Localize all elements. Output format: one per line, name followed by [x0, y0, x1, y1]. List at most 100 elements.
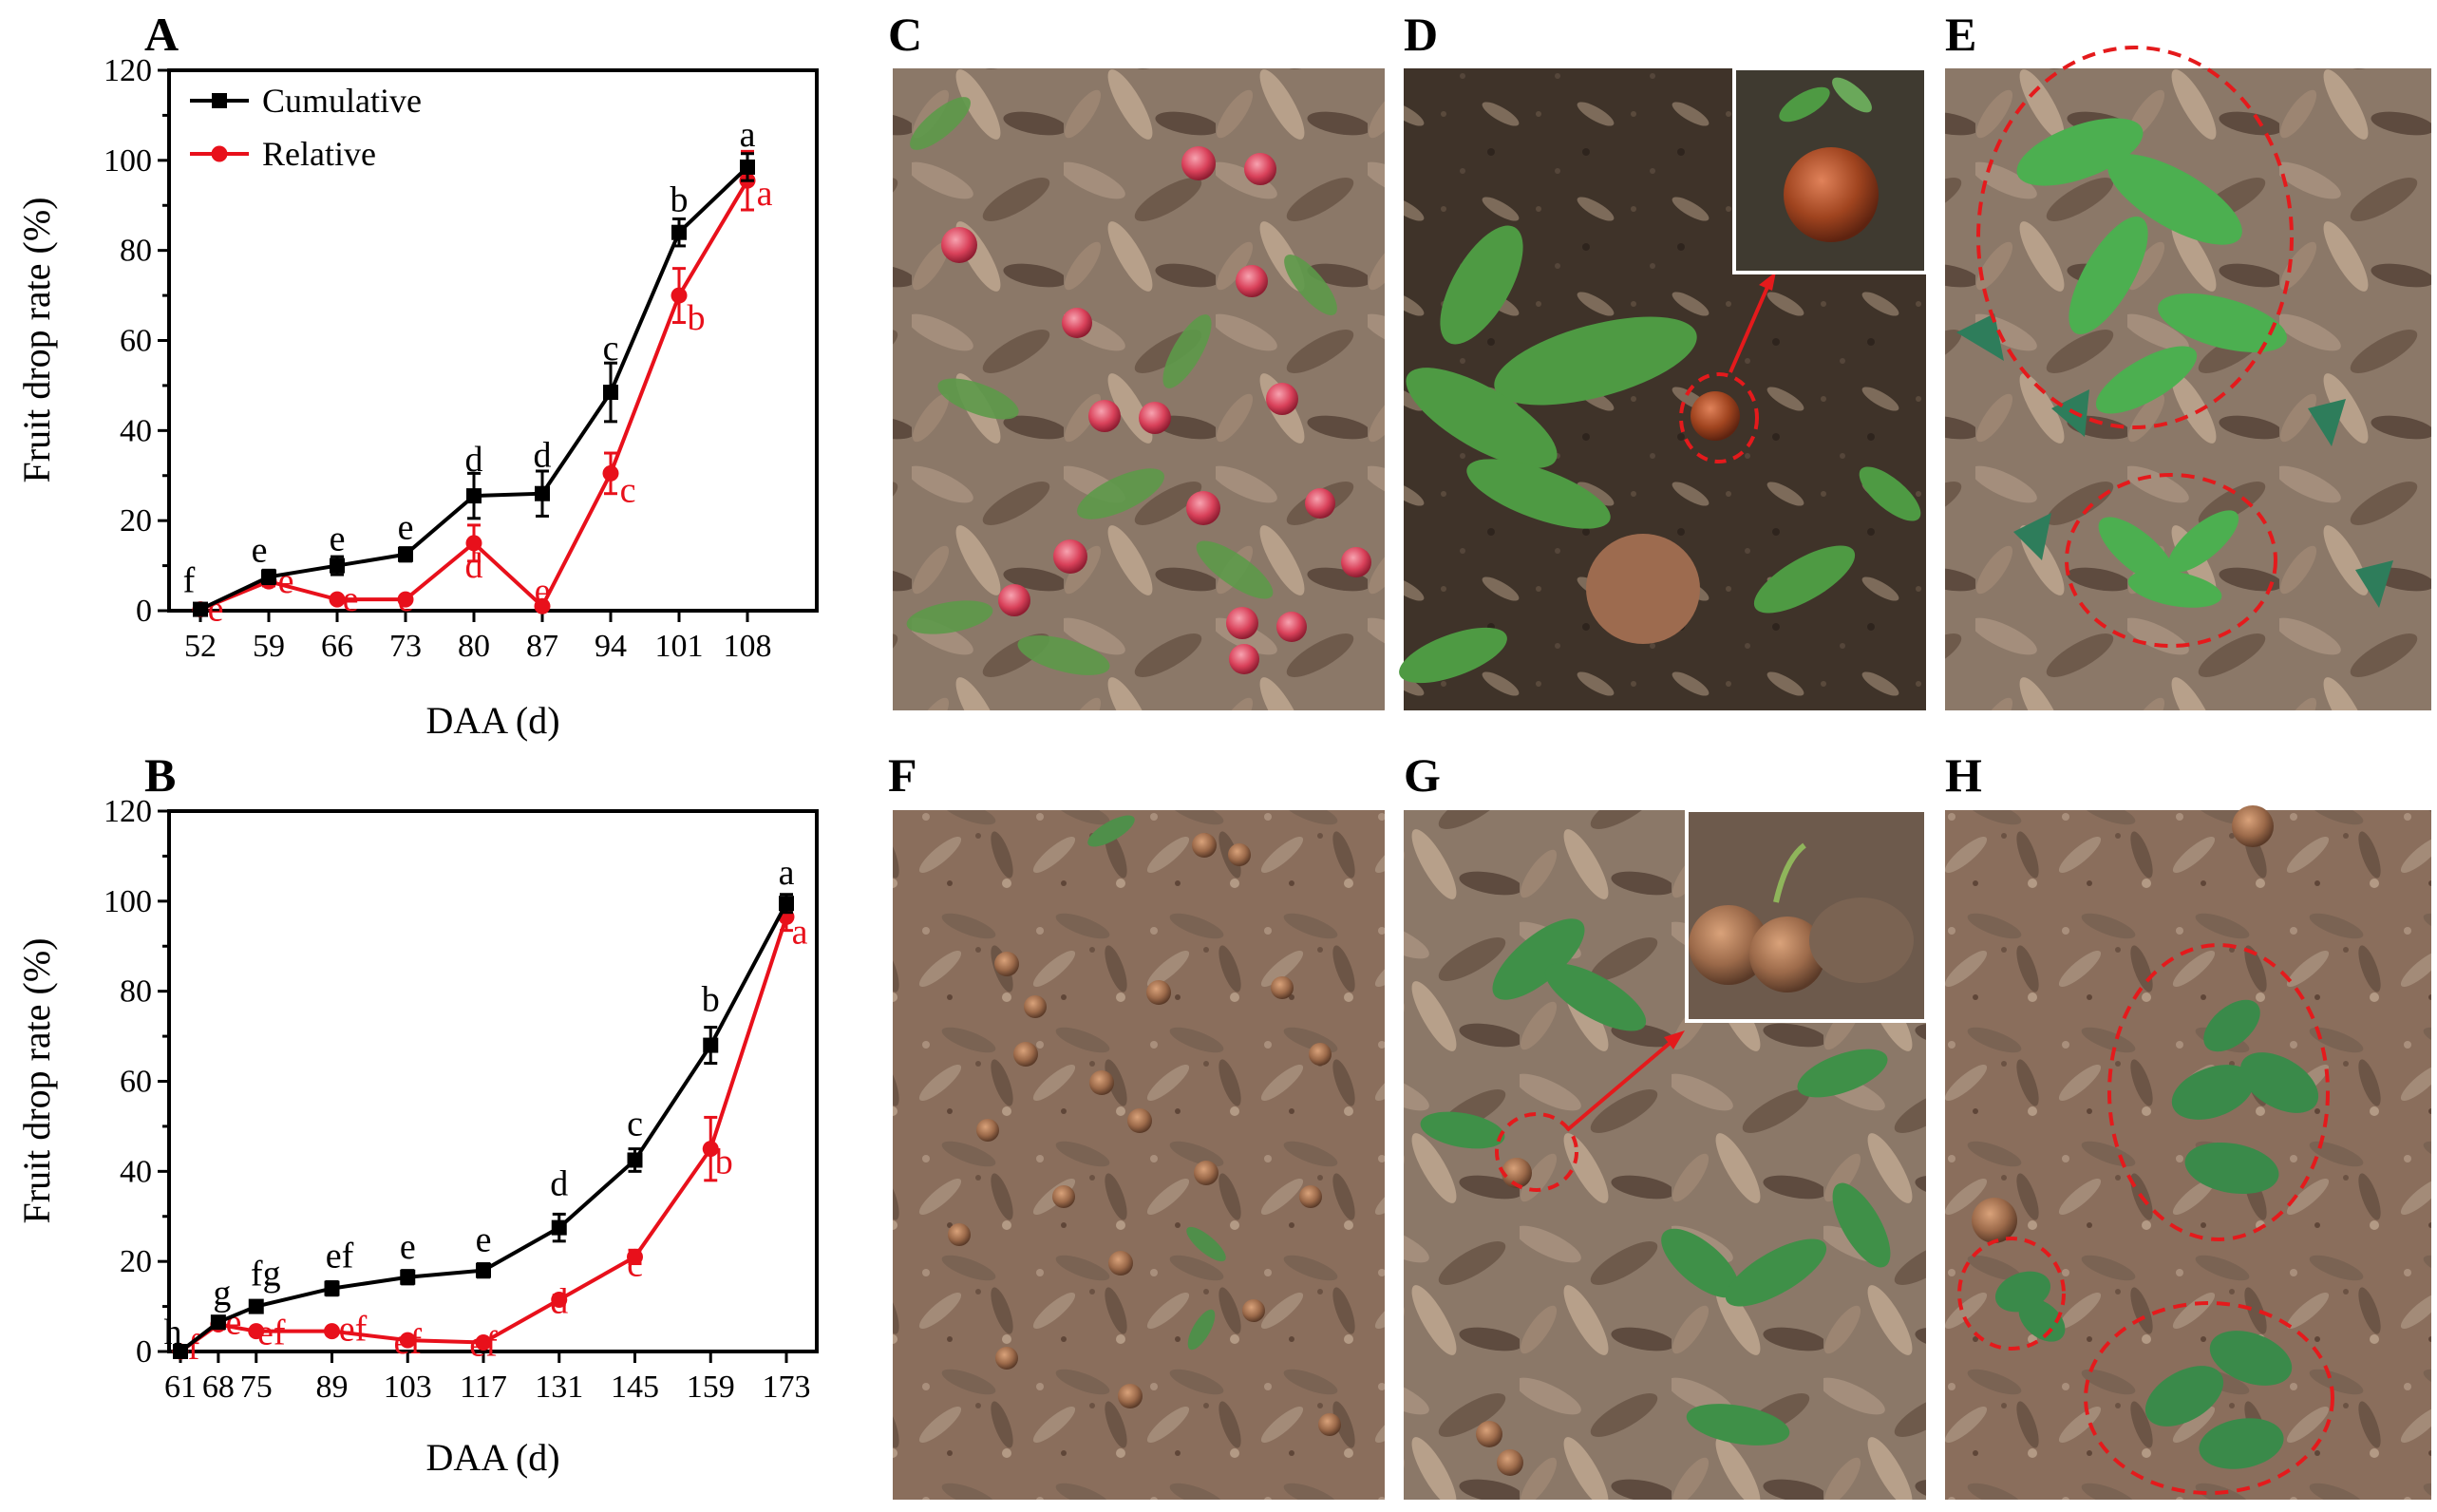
y-tick-label: 60 — [120, 1065, 152, 1100]
x-tick-label: 145 — [611, 1370, 659, 1405]
photo-f — [893, 810, 1385, 1500]
seedlings — [2016, 118, 2287, 608]
seedlings — [1994, 999, 2319, 1469]
fallen-fruits — [948, 833, 1341, 1436]
y-axis-title: Fruit drop rate (%) — [15, 197, 58, 482]
significance-label: c — [627, 1104, 643, 1143]
y-tick-label: 80 — [120, 974, 152, 1010]
significance-label: d — [534, 436, 552, 476]
inset-d — [1732, 66, 1928, 274]
green-sprouts — [1087, 815, 1226, 1351]
photo-h — [1945, 805, 2431, 1500]
legend-label-cumulative: Cumulative — [262, 82, 422, 120]
data-point-cumulative — [400, 1269, 416, 1285]
panel-label-h: H — [1945, 748, 1982, 802]
data-point-cumulative — [779, 896, 794, 912]
y-tick-label: 20 — [120, 1244, 152, 1279]
data-point-relative — [397, 591, 414, 608]
legend-marker-relative — [211, 145, 228, 162]
significance-label: b — [671, 180, 689, 220]
significance-label: b — [715, 1143, 733, 1182]
dark-green-leaves — [1956, 313, 2393, 608]
data-point-cumulative — [466, 488, 482, 504]
x-tick-label: 159 — [687, 1370, 735, 1405]
significance-label: a — [740, 115, 756, 155]
x-tick-label: 117 — [460, 1370, 507, 1405]
x-tick-label: 75 — [240, 1370, 273, 1405]
data-point-cumulative — [535, 485, 550, 501]
data-point-relative — [671, 287, 688, 304]
data-point-cumulative — [551, 1219, 567, 1236]
y-tick-label: 80 — [120, 234, 152, 269]
legend-marker-cumulative — [212, 93, 227, 108]
x-tick-label: 61 — [164, 1370, 197, 1405]
data-point-relative — [465, 535, 482, 552]
y-tick-label: 20 — [120, 503, 152, 539]
y-tick-label: 40 — [120, 413, 152, 448]
data-point-cumulative — [476, 1262, 491, 1278]
panel-label-g: G — [1404, 748, 1441, 802]
significance-label: ef — [257, 1314, 286, 1353]
x-tick-label: 80 — [458, 629, 490, 664]
y-tick-label: 0 — [136, 1334, 152, 1370]
significance-label: b — [702, 980, 720, 1020]
significance-label: a — [779, 853, 795, 893]
significance-label: e — [398, 508, 414, 548]
dashed-circle — [2084, 1301, 2334, 1495]
husk — [1586, 534, 1700, 644]
dashed-circle — [1679, 372, 1759, 463]
significance-label: e — [398, 579, 414, 619]
significance-label: a — [792, 912, 808, 952]
significance-label: a — [757, 174, 773, 214]
significance-label: fg — [251, 1255, 281, 1295]
significance-label: c — [603, 329, 619, 369]
data-point-cumulative — [193, 601, 208, 617]
x-axis-title: DAA (d) — [425, 1436, 559, 1479]
y-tick-label: 120 — [104, 53, 152, 88]
data-point-cumulative — [740, 159, 755, 175]
data-point-relative — [248, 1323, 265, 1340]
significance-label: ef — [326, 1237, 354, 1276]
significance-label: e — [535, 571, 551, 611]
data-point-relative — [475, 1334, 492, 1351]
data-point-cumulative — [210, 1314, 226, 1331]
significance-label: ef — [469, 1325, 498, 1365]
green-leaves — [1420, 918, 1891, 1446]
series-line-relative — [179, 916, 788, 1353]
chart-a: 0 20 40 60 80 100 120 52 59 66 73 80 87 94 101 108 DAA (… — [15, 53, 819, 742]
data-point-relative — [329, 591, 346, 608]
data-point-cumulative — [330, 558, 345, 574]
significance-label: d — [465, 440, 483, 480]
photo-e — [1945, 46, 2431, 710]
x-tick-label: 66 — [321, 629, 353, 664]
data-point-cumulative — [703, 1037, 719, 1053]
x-tick-label: 73 — [389, 629, 422, 664]
legend-label-relative: Relative — [262, 135, 376, 173]
x-tick-label: 131 — [535, 1370, 583, 1405]
x-tick-label: 103 — [384, 1370, 432, 1405]
data-point-cumulative — [324, 1280, 340, 1296]
significance-label: h — [164, 1313, 182, 1352]
dashed-circle — [1495, 1112, 1578, 1192]
y-tick-label: 40 — [120, 1154, 152, 1189]
data-point-cumulative — [398, 546, 413, 562]
panel-label-b: B — [144, 748, 176, 802]
leaf-cluster — [906, 97, 1337, 675]
data-point-relative — [602, 464, 619, 482]
panel-label-e: E — [1945, 8, 1976, 61]
data-point-cumulative — [173, 1344, 188, 1359]
dashed-circle — [1976, 46, 2294, 429]
y-axis-title: Fruit drop rate (%) — [15, 937, 58, 1223]
significance-label: d — [550, 1164, 568, 1204]
fallen-fruits — [941, 146, 1371, 674]
photo-g — [1404, 808, 1928, 1500]
data-point-relative — [627, 1248, 643, 1265]
dashed-circle — [2107, 943, 2330, 1241]
significance-label: b — [688, 298, 706, 338]
data-point-relative — [702, 1141, 719, 1158]
green-leaves — [1399, 225, 1921, 684]
germinating-fruit — [1691, 391, 1740, 441]
significance-label: f — [188, 1328, 200, 1368]
significance-label: d — [550, 1281, 568, 1321]
